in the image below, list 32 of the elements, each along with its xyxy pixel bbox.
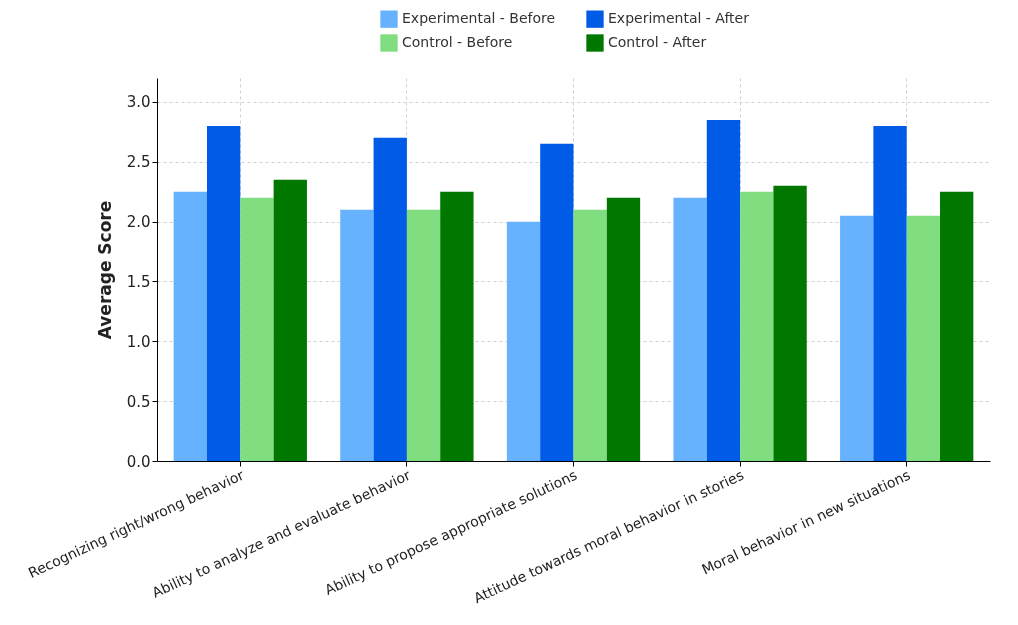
bar: [506, 221, 541, 461]
y-tick-label: 0.5: [126, 392, 151, 411]
bar: [173, 191, 207, 461]
bar: [606, 197, 641, 461]
legend-label: Control - Before: [402, 34, 513, 50]
bar: [373, 137, 407, 461]
bar: [206, 125, 241, 461]
y-tick-label: 0.0: [126, 452, 151, 471]
legend-label: Experimental - After: [608, 10, 750, 27]
legend-label: Control - After: [608, 34, 707, 50]
bar: [706, 119, 741, 461]
bar: [406, 209, 441, 461]
bar: [906, 215, 941, 461]
bar: [273, 179, 307, 461]
bar: [840, 215, 874, 461]
bar: [340, 209, 374, 461]
bar: [440, 191, 474, 461]
bar: [873, 125, 907, 461]
y-tick-label: 2.5: [126, 153, 151, 172]
y-tick-label: 1.5: [126, 272, 151, 291]
bar: [673, 197, 707, 461]
bar: [773, 185, 807, 461]
bar: [940, 191, 974, 461]
bar: [240, 197, 274, 461]
y-tick-label: 3.0: [126, 93, 151, 112]
bar: [573, 209, 607, 461]
y-tick-label: 2.0: [126, 213, 151, 232]
bar: [540, 143, 574, 461]
y-axis-title: Average Score: [94, 200, 115, 340]
legend-label: Experimental - Before: [402, 10, 556, 27]
y-tick-label: 1.0: [126, 332, 151, 351]
bar: [740, 191, 774, 461]
